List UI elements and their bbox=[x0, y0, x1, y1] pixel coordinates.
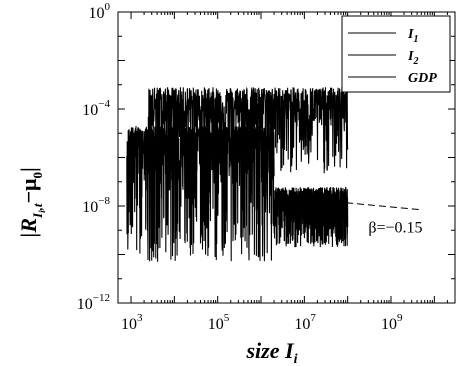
legend-box bbox=[341, 15, 451, 93]
legend-label: GDP bbox=[408, 71, 437, 86]
y-tick-label: 10−12 bbox=[77, 292, 110, 313]
labels-layer: β=−0.15 103 105 107 109 100 10−4 10−8 10−12 size … bbox=[16, 1, 423, 366]
legend-label: I1 bbox=[407, 27, 418, 45]
x-tick-label: 103 bbox=[121, 312, 143, 333]
x-tick-label: 105 bbox=[208, 312, 230, 333]
series-i2-trace bbox=[126, 125, 275, 262]
fit-label: β=−0.15 bbox=[368, 220, 422, 237]
x-axis-label: size Ii bbox=[246, 338, 298, 366]
y-tick-label: 10−8 bbox=[82, 195, 110, 216]
svg-text:|RIi,t−μ0|: |RIi,t−μ0| bbox=[16, 167, 47, 237]
y-tick-label: 10−4 bbox=[82, 98, 110, 119]
legend-label: I2 bbox=[407, 49, 418, 67]
y-axis-label: |RIi,t−μ0| bbox=[16, 167, 47, 237]
x-tick-label: 109 bbox=[381, 312, 403, 333]
y-tick-label: 100 bbox=[89, 1, 111, 22]
x-tick-label: 107 bbox=[294, 312, 316, 333]
series-gdp-trace bbox=[273, 187, 349, 248]
legend: I1 I2 GDP bbox=[341, 15, 451, 93]
ticks-layer bbox=[118, 11, 456, 304]
data-layer bbox=[126, 86, 422, 262]
